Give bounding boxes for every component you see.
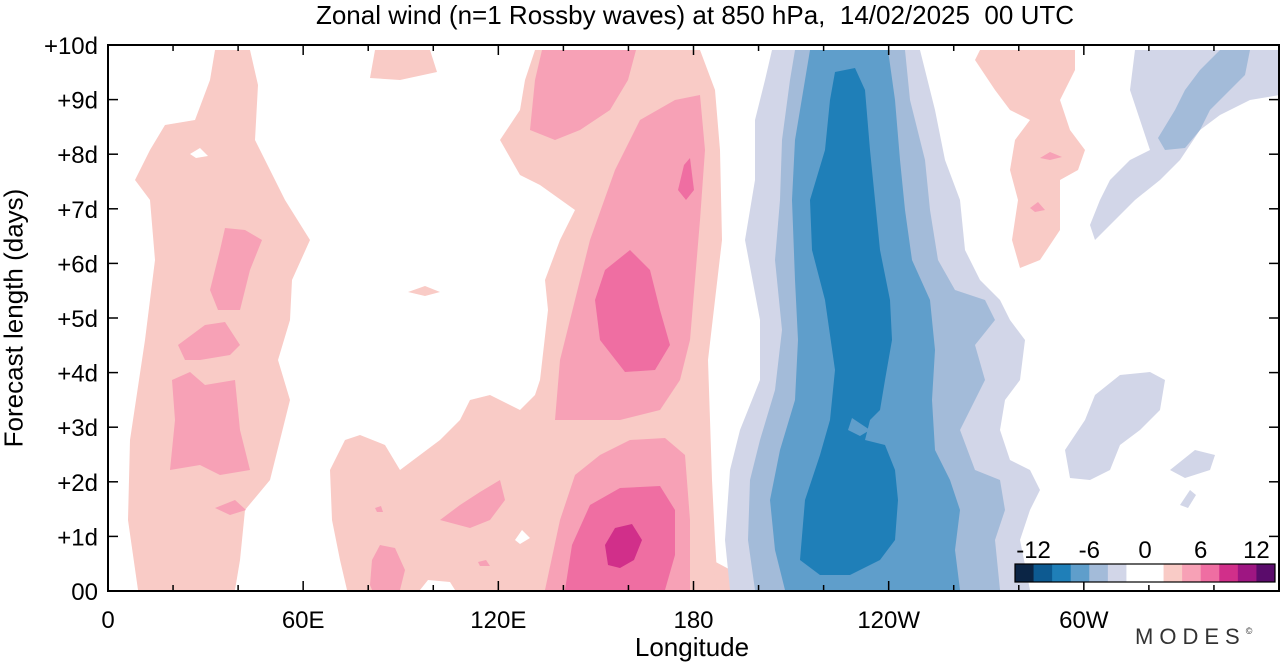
colorbar-swatch	[1033, 564, 1053, 582]
pos-8-160e	[605, 524, 642, 568]
pos-africa-4d	[215, 500, 246, 515]
colorbar-swatch	[1089, 564, 1109, 582]
pos-africa-4a	[170, 372, 250, 475]
colorbar-swatch	[1163, 564, 1183, 582]
colorbar-swatch	[1145, 564, 1165, 582]
pos-africa-4c	[210, 228, 262, 310]
y-tick-label: +7d	[57, 197, 98, 224]
y-tick-label: +4d	[57, 361, 98, 388]
colorbar-label: -12	[1016, 537, 1051, 564]
neg-4-30w	[1158, 50, 1250, 150]
y-tick-label: +10d	[44, 33, 98, 60]
y-tick-label: +8d	[57, 142, 98, 169]
colorbar-swatch	[1107, 564, 1127, 582]
hole-africa	[190, 148, 208, 158]
x-axis-title: Longitude	[634, 632, 750, 662]
colorbar-swatch	[1219, 564, 1239, 582]
colorbar-swatch	[1200, 564, 1220, 582]
colorbar-swatch	[1237, 564, 1257, 582]
y-tick-label: +6d	[57, 251, 98, 278]
colorbar: -12 -6 0 6 12	[1014, 537, 1276, 583]
colorbar-label: 0	[1138, 537, 1151, 564]
pos-4-dot-b	[478, 560, 490, 566]
pos-4-130e	[370, 545, 405, 590]
x-tick-label: 180	[673, 607, 713, 634]
x-tick-label: 0	[101, 607, 114, 634]
neg-2-40w-low	[1065, 372, 1165, 480]
hole-120e-b	[420, 580, 455, 590]
y-axis-title: Forecast length (days)	[0, 188, 29, 448]
pos-100e-island	[408, 286, 440, 296]
pos-africa-4b	[178, 322, 240, 360]
y-tick-label: +1d	[57, 524, 98, 551]
pos-4-60w-b	[1030, 202, 1045, 212]
colorbar-swatch	[1052, 564, 1072, 582]
neg-2-25w-dot	[1180, 490, 1196, 508]
colorbar-swatch	[1070, 564, 1090, 582]
pos-4-60w-a	[1040, 152, 1062, 160]
chart-title: Zonal wind (n=1 Rossby waves) at 850 hPa…	[315, 0, 1075, 30]
pos-4-120e	[440, 480, 505, 528]
y-tick-label: +9d	[57, 88, 98, 115]
colorbar-label: -6	[1079, 537, 1100, 564]
y-tick-label: +3d	[57, 415, 98, 442]
axes: 0 60E 120E 180 120W 60W 00 +1d +2d +3d +4d +5d +6d +7…	[44, 33, 1280, 634]
pos-4-145e-top	[530, 50, 636, 140]
neg-8-120w	[800, 68, 898, 575]
colorbar-swatch	[1182, 564, 1202, 582]
pos-4-dot-a	[375, 506, 383, 512]
colorbar-swatch	[1126, 564, 1146, 582]
y-tick-label: +2d	[57, 470, 98, 497]
x-tick-label: 120W	[857, 607, 920, 634]
neg-6-notch	[848, 418, 870, 436]
x-tick-label: 60E	[282, 607, 325, 634]
x-tick-label: 60W	[1059, 607, 1109, 634]
modes-logo: MODES©	[1135, 624, 1253, 649]
pos-2-60w-top	[975, 50, 1085, 268]
y-tick-label: 00	[71, 579, 98, 606]
x-tick-label: 120E	[470, 607, 526, 634]
pos-6-175e	[678, 158, 694, 200]
colorbar-swatch	[1015, 564, 1035, 582]
neg-2-20w-low	[1170, 450, 1215, 478]
colorbar-frame	[1014, 563, 1276, 583]
brand-text: MODES	[1135, 624, 1246, 649]
colorbar-label: 12	[1243, 537, 1270, 564]
hole-120e-a	[515, 530, 530, 544]
contour-field	[128, 50, 1279, 590]
pos-band-top-100e	[370, 50, 437, 80]
colorbar-swatch	[1256, 564, 1276, 582]
pos-6-160e-mid	[595, 250, 670, 372]
colorbar-label: 6	[1194, 537, 1207, 564]
y-tick-label: +5d	[57, 306, 98, 333]
